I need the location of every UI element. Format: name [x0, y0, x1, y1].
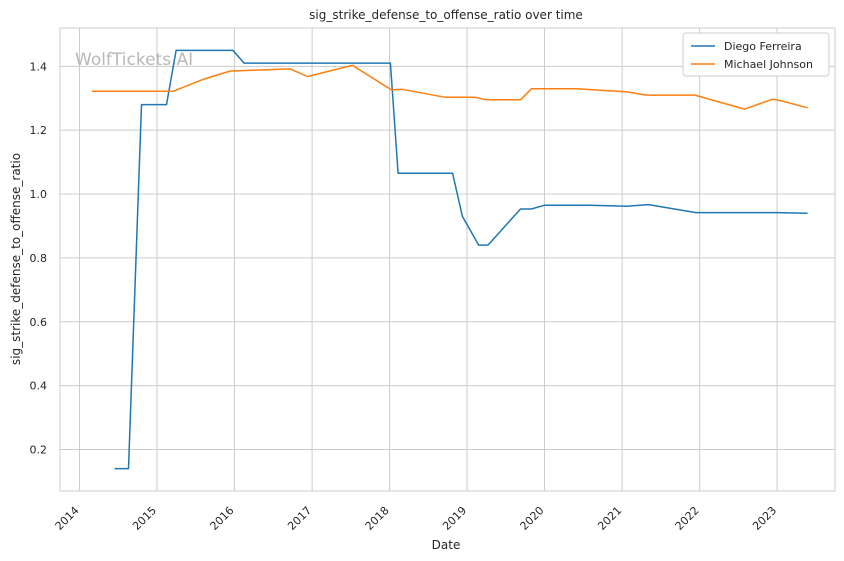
- x-tick-label: 2014: [53, 504, 82, 533]
- series-line-michael-johnson: [92, 64, 808, 110]
- x-tick-label: 2018: [363, 504, 392, 533]
- x-tick-label: 2023: [750, 504, 779, 533]
- y-tick-label: 0.4: [30, 380, 48, 393]
- y-axis-ticks: 0.2 0.4 0.6 0.8 1.0 1.2 1.4: [30, 60, 48, 456]
- legend-label-diego-ferreira: Diego Ferreira: [724, 40, 802, 53]
- plot-area: WolfTickets.AI: [59, 27, 836, 492]
- series-line-diego-ferreira: [114, 49, 808, 470]
- plot-frame: [59, 27, 836, 492]
- x-tick-label: 2015: [130, 504, 159, 533]
- legend-label-michael-johnson: Michael Johnson: [724, 58, 813, 71]
- x-tick-label: 2019: [440, 504, 469, 533]
- y-tick-label: 0.2: [30, 443, 48, 456]
- y-tick-label: 0.8: [30, 252, 48, 265]
- y-axis-label: sig_strike_defense_to_offense_ratio: [9, 153, 23, 365]
- x-tick-label: 2020: [518, 504, 547, 533]
- y-tick-label: 1.2: [30, 124, 48, 137]
- x-tick-label: 2017: [285, 504, 314, 533]
- watermark: WolfTickets.AI: [75, 50, 193, 70]
- x-tick-label: 2022: [673, 504, 702, 533]
- y-tick-label: 0.6: [30, 316, 48, 329]
- series-group: [92, 49, 808, 470]
- grid: [60, 28, 835, 491]
- x-tick-label: 2016: [208, 504, 237, 533]
- legend: Diego Ferreira Michael Johnson: [682, 32, 830, 77]
- legend-box: [682, 32, 830, 77]
- x-axis-label: Date: [432, 538, 461, 552]
- chart-title: sig_strike_defense_to_offense_ratio over…: [309, 8, 583, 22]
- y-tick-label: 1.0: [30, 188, 48, 201]
- x-axis-ticks: 2014 2015 2016 2017 2018 2019 2020 2021 2022 2023: [53, 504, 780, 533]
- y-tick-label: 1.4: [30, 60, 48, 73]
- x-tick-label: 2021: [595, 504, 624, 533]
